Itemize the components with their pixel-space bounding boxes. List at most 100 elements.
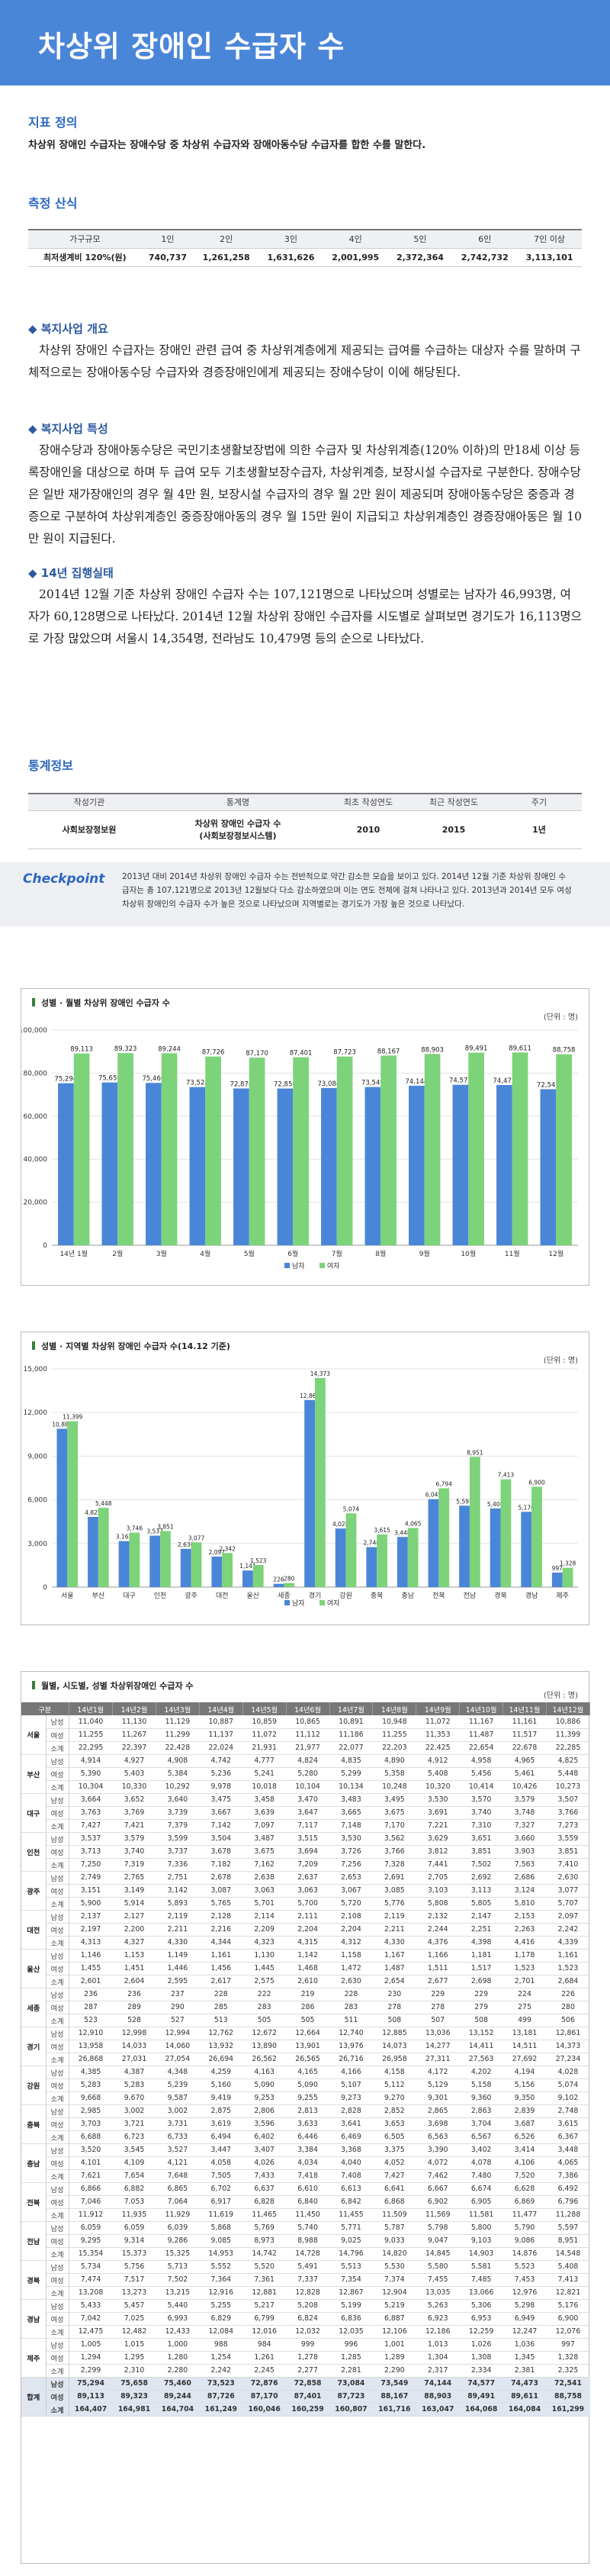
value-cell: 13,181 (502, 2027, 547, 2040)
value-cell: 160,807 (329, 2403, 373, 2417)
bar-female (160, 1531, 171, 1587)
value-cell: 5,790 (502, 2221, 547, 2235)
value-cell: 5,306 (459, 2299, 503, 2313)
value-cell: 10,414 (459, 1780, 503, 1794)
value-cell: 6,567 (459, 2130, 503, 2144)
calc-heading: 측정 산식 (28, 196, 78, 211)
value-cell: 3,515 (286, 1832, 330, 1846)
value-cell: 2,280 (156, 2364, 200, 2378)
sex-cell: 여성 (46, 2234, 69, 2248)
value-cell: 3,675 (242, 1845, 287, 1859)
data-label-male: 2,097 (209, 1549, 226, 1556)
bar-female (500, 1479, 512, 1587)
value-cell: 5,597 (546, 2221, 590, 2235)
value-cell: 2,749 (69, 1871, 113, 1885)
bar-male (490, 1508, 501, 1587)
value-cell: 3,726 (329, 1845, 373, 1859)
value-cell: 3,562 (372, 1832, 416, 1846)
value-cell: 3,903 (502, 1845, 547, 1859)
value-cell: 527 (156, 2014, 200, 2027)
value-cell: 11,137 (199, 1728, 243, 1742)
value-cell: 11,450 (286, 2208, 330, 2222)
value-cell: 2,242 (199, 2364, 243, 2378)
value-cell: 2,678 (199, 1871, 243, 1885)
value-cell: 5,156 (502, 2079, 547, 2092)
y-tick-label: 20,000 (24, 1199, 48, 1207)
value-cell: 22,397 (112, 1741, 156, 1755)
value-cell: 5,408 (416, 1767, 460, 1781)
value-cell: 1,254 (199, 2351, 243, 2365)
value-cell: 2,677 (416, 1975, 460, 1988)
value-cell: 4,052 (372, 2156, 416, 2170)
value-cell: 6,723 (112, 2130, 156, 2144)
value-cell: 5,491 (286, 2260, 330, 2274)
table-row: 소계 22,295 22,397 22,428 22,024 21,931 21,977 22… (21, 1741, 590, 1755)
value-cell: 14,903 (459, 2247, 503, 2261)
table-header-cell: 14년4월 (199, 1702, 243, 1715)
value-cell: 2,251 (459, 1923, 503, 1937)
value-cell: 5,552 (199, 2260, 243, 2274)
calc-value-cell: 2,372,364 (387, 248, 453, 267)
table-row: 소계 523 528 527 513 505 505 511 508 507 508 499 506 (21, 2014, 590, 2027)
value-cell: 15,354 (69, 2247, 113, 2261)
data-label-female: 88,903 (421, 1046, 444, 1054)
x-tick-label: 전남 (464, 1592, 477, 1600)
value-cell: 6,628 (502, 2182, 547, 2196)
value-cell: 14,953 (199, 2247, 243, 2261)
value-cell: 3,527 (156, 2143, 200, 2157)
value-cell: 1,446 (156, 1962, 200, 1975)
data-label-female: 89,323 (114, 1045, 137, 1053)
table-header-cell: 14년11월 (502, 1702, 547, 1715)
value-cell: 507 (416, 2014, 460, 2027)
value-cell: 3,687 (502, 2117, 547, 2131)
value-cell: 12,861 (546, 2027, 590, 2040)
value-cell: 3,678 (199, 1845, 243, 1859)
value-cell: 3,615 (546, 2117, 590, 2131)
value-cell: 26,562 (242, 2053, 287, 2066)
value-cell: 3,504 (199, 1832, 243, 1846)
value-cell: 4,158 (372, 2066, 416, 2079)
x-tick-label: 대구 (123, 1592, 136, 1600)
value-cell: 2,290 (372, 2364, 416, 2378)
stats-header-cell: 최초 작성연도 (326, 793, 411, 811)
sex-cell: 남성 (46, 2066, 69, 2079)
value-cell: 2,310 (112, 2364, 156, 2378)
value-cell: 1,261 (242, 2351, 287, 2365)
value-cell: 9,668 (69, 2091, 113, 2105)
value-cell: 14,373 (546, 2040, 590, 2053)
value-cell: 6,866 (69, 2182, 113, 2196)
value-cell: 5,129 (416, 2079, 460, 2092)
bar-female (380, 1055, 396, 1245)
value-cell: 1,146 (69, 1949, 113, 1963)
bar-male (242, 1570, 253, 1587)
x-tick-label: 제주 (556, 1592, 569, 1600)
value-cell: 4,078 (459, 2156, 503, 2170)
value-cell: 2,751 (156, 1871, 200, 1885)
value-cell: 7,142 (199, 1819, 243, 1833)
value-cell: 7,250 (69, 1858, 113, 1872)
value-cell: 12,672 (242, 2027, 287, 2040)
x-tick-label: 14년 1월 (59, 1249, 88, 1258)
bar-male (277, 1088, 294, 1245)
value-cell: 508 (459, 2014, 503, 2027)
value-cell: 2,852 (372, 2104, 416, 2118)
value-cell: 10,948 (372, 1715, 416, 1729)
value-cell: 3,414 (502, 2143, 547, 2157)
data-label-male: 3,161 (116, 1534, 133, 1541)
value-cell: 14,548 (546, 2247, 590, 2261)
table-row: 소계 7,250 7,319 7,336 7,182 7,162 7,209 7,256 7,3… (21, 1858, 590, 1872)
value-cell: 3,851 (546, 1845, 590, 1859)
value-cell: 6,900 (546, 2312, 590, 2326)
value-cell: 4,313 (69, 1936, 113, 1950)
value-cell: 6,494 (199, 2130, 243, 2144)
x-tick-label: 전북 (432, 1592, 445, 1600)
value-cell: 27,054 (156, 2053, 200, 2066)
value-cell: 12,084 (199, 2325, 243, 2339)
value-cell: 22,678 (502, 1741, 547, 1755)
bar-male (459, 1505, 470, 1587)
region-cell: 전남 (21, 2221, 47, 2261)
value-cell: 5,090 (286, 2079, 330, 2092)
value-cell: 5,176 (546, 2299, 590, 2313)
sex-cell: 소계 (46, 2091, 69, 2105)
bar-female (556, 1054, 572, 1245)
